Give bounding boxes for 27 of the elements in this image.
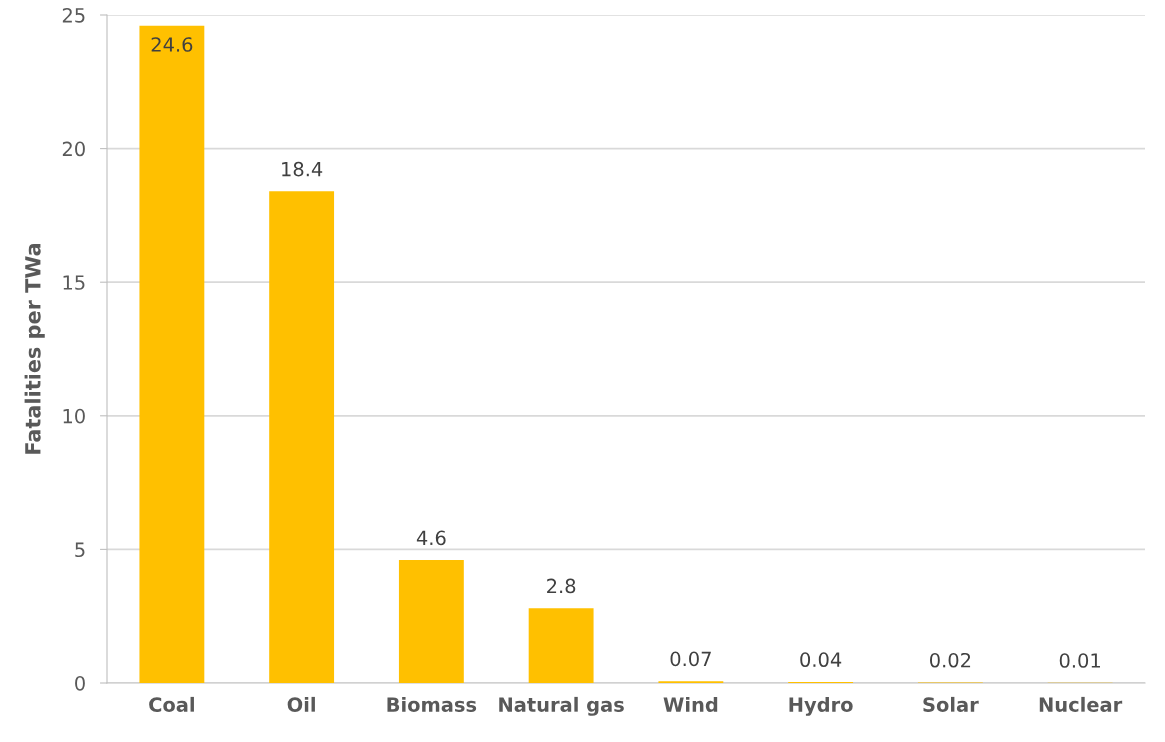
y-tick-label: 10 — [63, 408, 85, 424]
data-label: 4.6 — [416, 530, 446, 546]
data-label: 0.01 — [1059, 653, 1100, 668]
data-label: 0.04 — [800, 652, 842, 668]
bar — [528, 608, 594, 683]
x-tick-label: Hydro — [789, 696, 853, 716]
bar — [398, 560, 464, 683]
data-label: 2.8 — [547, 578, 576, 594]
x-tick-label: Solar — [923, 696, 979, 712]
y-axis-title: Fatalities per TWa — [24, 243, 45, 454]
data-label: 0.02 — [930, 652, 971, 668]
x-tick-label: Natural gas — [499, 696, 624, 716]
data-label: 18.4 — [282, 161, 323, 177]
y-tick-label: 15 — [63, 275, 85, 290]
bar — [269, 191, 335, 683]
y-tick-label: 0 — [75, 675, 85, 691]
data-label: 0.07 — [670, 651, 711, 667]
data-label: 24.6 — [151, 37, 193, 52]
x-tick-label: Coal — [149, 696, 194, 712]
x-tick-label: Nuclear — [1039, 696, 1123, 712]
y-tick-label: 25 — [62, 7, 85, 23]
x-tick-label: Wind — [663, 696, 718, 712]
y-tick-label: 20 — [62, 141, 85, 157]
bar — [139, 25, 205, 683]
y-tick-label: 5 — [75, 542, 85, 558]
x-tick-label: Biomass — [387, 696, 477, 712]
x-tick-label: Oil — [287, 696, 315, 712]
